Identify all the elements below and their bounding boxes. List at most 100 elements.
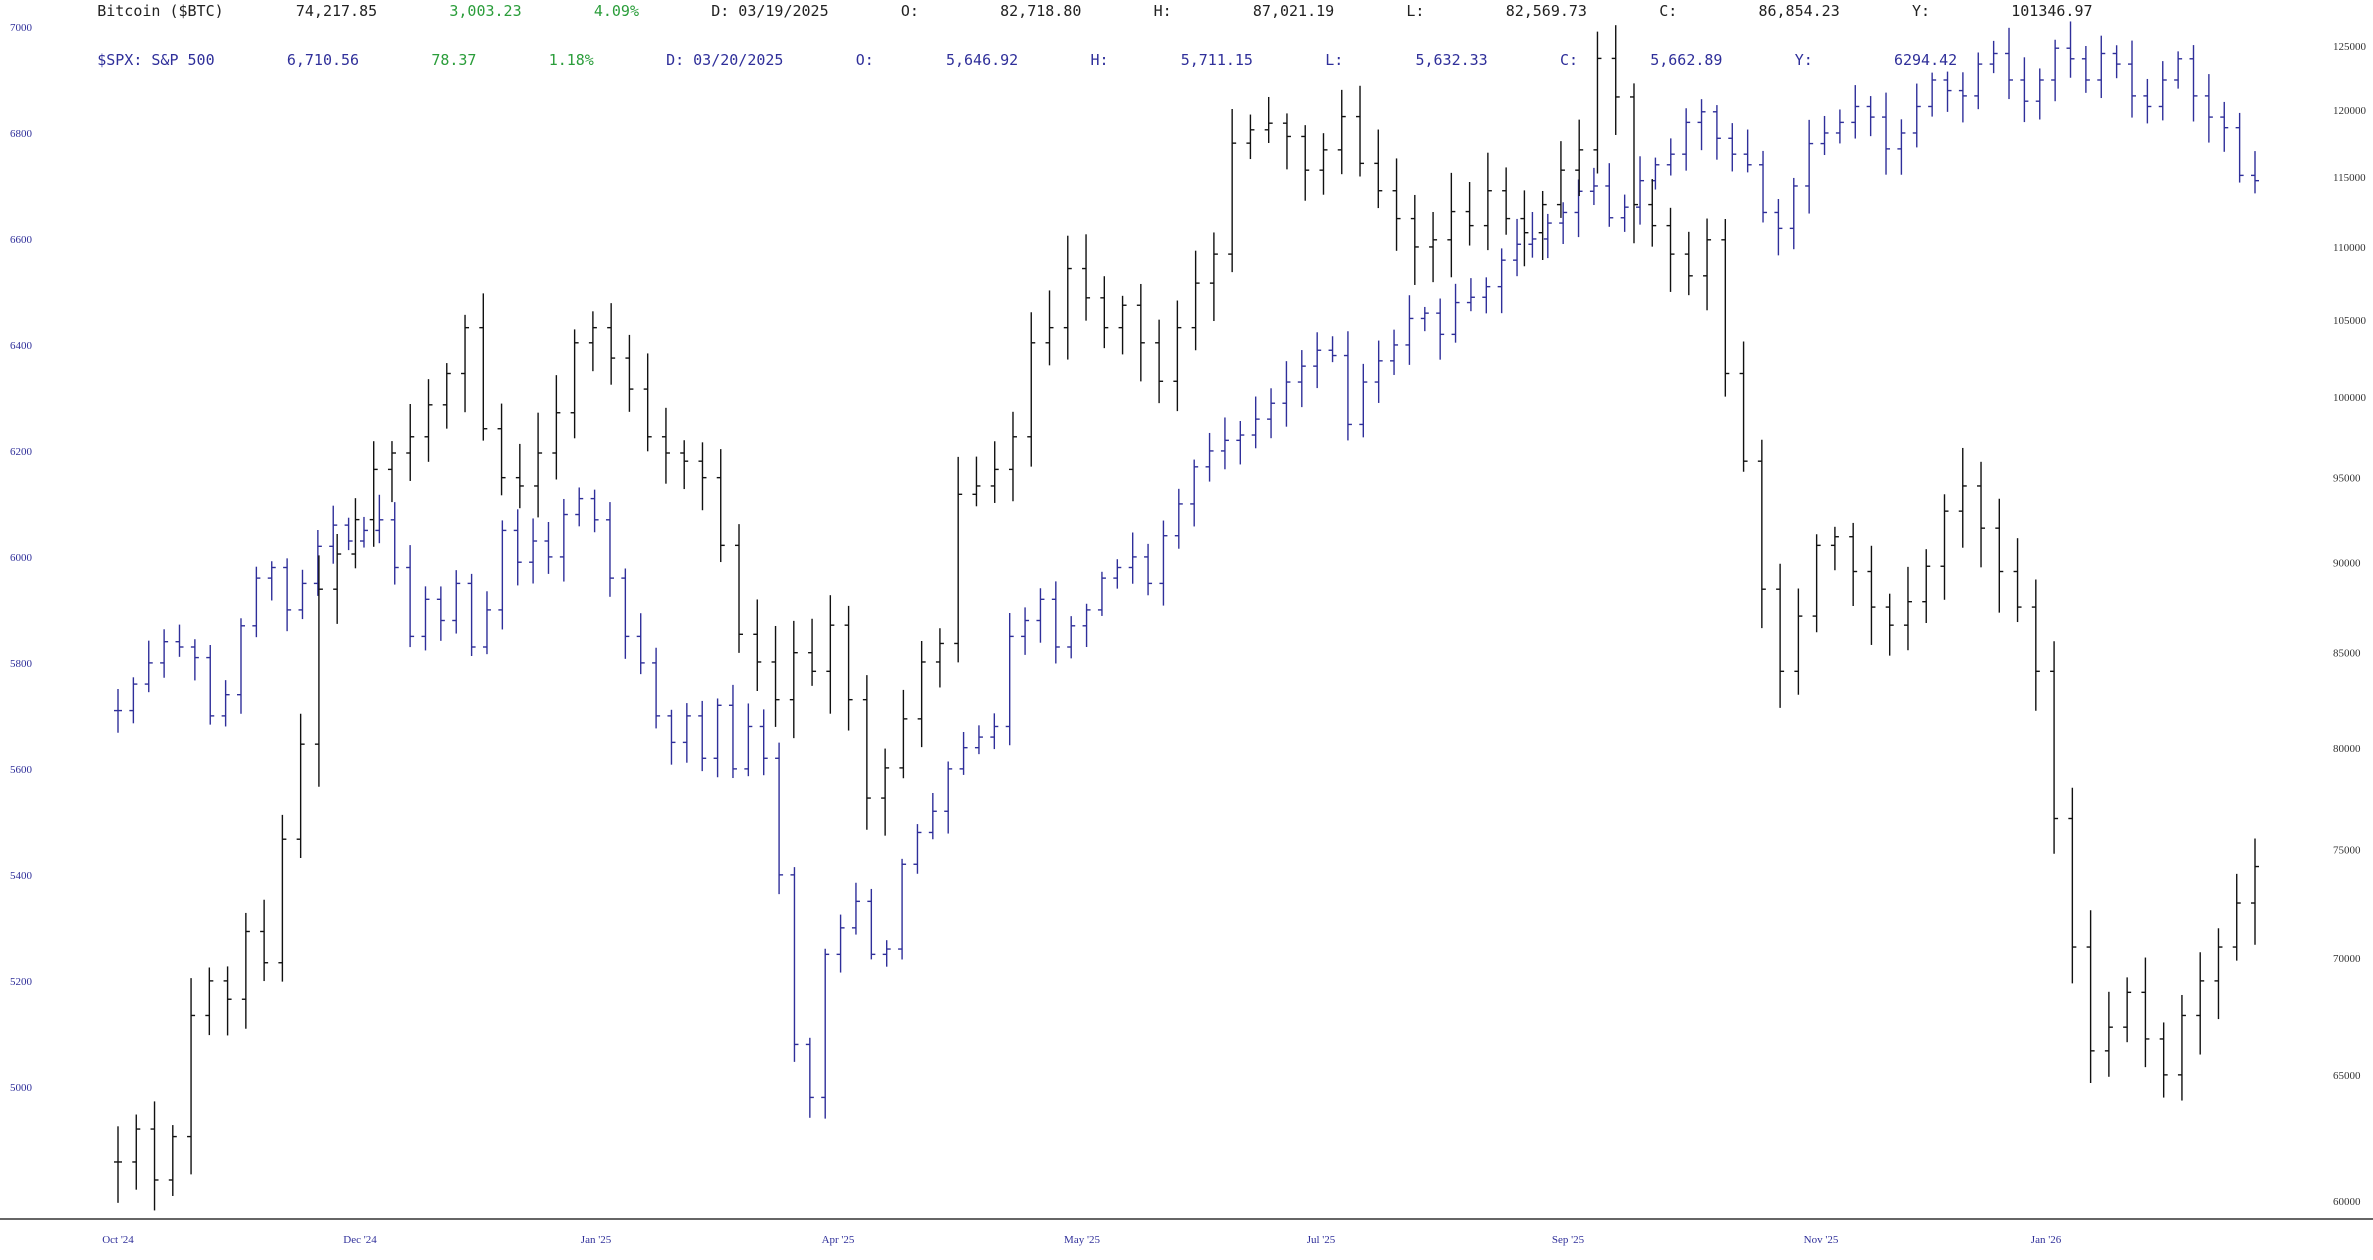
right-tick-label: 85000 xyxy=(2333,648,2361,660)
btc-close-label: C: xyxy=(1659,2,1677,20)
spx-close-label: C: xyxy=(1560,51,1578,69)
price-bar xyxy=(1835,109,1844,144)
price-bar xyxy=(369,441,378,547)
price-bar xyxy=(1812,534,1821,633)
price-bar xyxy=(1721,219,1730,397)
price-bar xyxy=(329,505,338,564)
price-bar xyxy=(1008,411,1017,502)
price-bar xyxy=(851,882,860,935)
price-bar xyxy=(144,640,153,693)
price-bar xyxy=(1820,115,1829,156)
x-tick-label: May '25 xyxy=(1064,1234,1100,1246)
price-bar xyxy=(406,404,415,481)
price-bar xyxy=(1497,248,1506,314)
price-bar xyxy=(2141,957,2150,1068)
price-bar xyxy=(928,793,937,840)
price-bar xyxy=(959,732,968,775)
price-bar xyxy=(1410,194,1419,285)
price-bar xyxy=(2214,928,2223,1020)
price-bar xyxy=(1063,235,1072,360)
btc-y: 101346.97 xyxy=(2011,2,2092,20)
price-bar xyxy=(652,647,661,729)
price-bar xyxy=(513,509,522,586)
price-bar xyxy=(605,502,614,597)
spx-low: 5,632.33 xyxy=(1415,51,1487,69)
left-tick-label: 6000 xyxy=(10,552,33,564)
price-bar xyxy=(2196,952,2205,1055)
price-bar xyxy=(1190,459,1199,527)
price-bar xyxy=(1543,213,1552,259)
price-bar xyxy=(1805,119,1814,214)
spx-high: 5,711.15 xyxy=(1181,51,1253,69)
left-tick-label: 7000 xyxy=(10,22,33,34)
price-bar xyxy=(744,703,753,777)
price-bar xyxy=(205,967,214,1036)
price-bar xyxy=(1174,488,1183,549)
price-bar xyxy=(129,677,138,724)
price-bar xyxy=(1684,231,1693,296)
price-bar xyxy=(1209,232,1218,322)
price-bar xyxy=(2128,40,2137,118)
price-bar xyxy=(1794,588,1803,695)
spx-y: 6294.42 xyxy=(1894,51,1957,69)
price-bar xyxy=(1429,212,1438,283)
left-tick-label: 6600 xyxy=(10,234,33,246)
price-bar xyxy=(1538,190,1547,261)
price-bar xyxy=(190,639,199,681)
price-bar xyxy=(974,725,983,755)
price-bar xyxy=(1128,532,1137,584)
price-bar xyxy=(1995,498,2004,613)
price-bar xyxy=(1830,526,1839,571)
price-bar xyxy=(1282,113,1291,170)
price-bar xyxy=(2158,61,2167,121)
price-bar xyxy=(1036,588,1045,643)
left-tick-label: 5000 xyxy=(10,1082,33,1094)
price-bar xyxy=(298,569,307,620)
price-bar xyxy=(643,353,652,452)
price-bar xyxy=(1629,83,1638,244)
price-bar xyxy=(267,561,276,601)
price-bar xyxy=(1191,250,1200,351)
price-bar xyxy=(1390,329,1399,375)
right-tick-label: 120000 xyxy=(2333,105,2367,117)
btc-open-label: O: xyxy=(901,2,919,20)
right-tick-label: 65000 xyxy=(2333,1070,2361,1082)
right-axis: 125000 120000 115000 110000 105000 100000 9500… xyxy=(2333,41,2367,1208)
price-bar xyxy=(1228,109,1237,273)
price-bar xyxy=(775,742,784,895)
price-bar xyxy=(2189,45,2198,122)
price-bar xyxy=(1337,89,1346,175)
price-bar xyxy=(2051,39,2060,102)
price-bar xyxy=(899,689,908,779)
price-bar xyxy=(1513,218,1522,277)
price-bar xyxy=(2251,838,2259,945)
price-bar xyxy=(2097,35,2106,99)
price-bar xyxy=(1328,336,1337,363)
right-tick-label: 60000 xyxy=(2333,1196,2361,1208)
price-bar xyxy=(1912,83,1921,148)
right-tick-label: 125000 xyxy=(2333,41,2367,53)
price-bar xyxy=(461,314,470,413)
price-bar xyxy=(2143,78,2152,124)
left-tick-label: 6200 xyxy=(10,446,33,458)
price-bar xyxy=(221,680,230,727)
price-bar xyxy=(590,489,599,533)
price-bar xyxy=(1264,96,1273,143)
price-bar xyxy=(867,888,876,960)
price-bar xyxy=(424,379,433,462)
price-bar xyxy=(1483,152,1492,251)
price-bar xyxy=(1648,179,1657,247)
price-bar xyxy=(728,684,737,779)
price-bar xyxy=(836,914,845,973)
price-bar xyxy=(529,518,538,584)
btc-open: 82,718.80 xyxy=(1000,2,1081,20)
price-bar xyxy=(680,440,689,490)
spx-open: 5,646.92 xyxy=(946,51,1018,69)
price-bar xyxy=(1301,125,1310,201)
price-bar xyxy=(575,487,584,527)
price-bar xyxy=(150,1101,159,1211)
price-bar xyxy=(621,568,630,659)
btc-high: 87,021.19 xyxy=(1253,2,1334,20)
btc-date: D: 03/19/2025 xyxy=(711,2,828,20)
